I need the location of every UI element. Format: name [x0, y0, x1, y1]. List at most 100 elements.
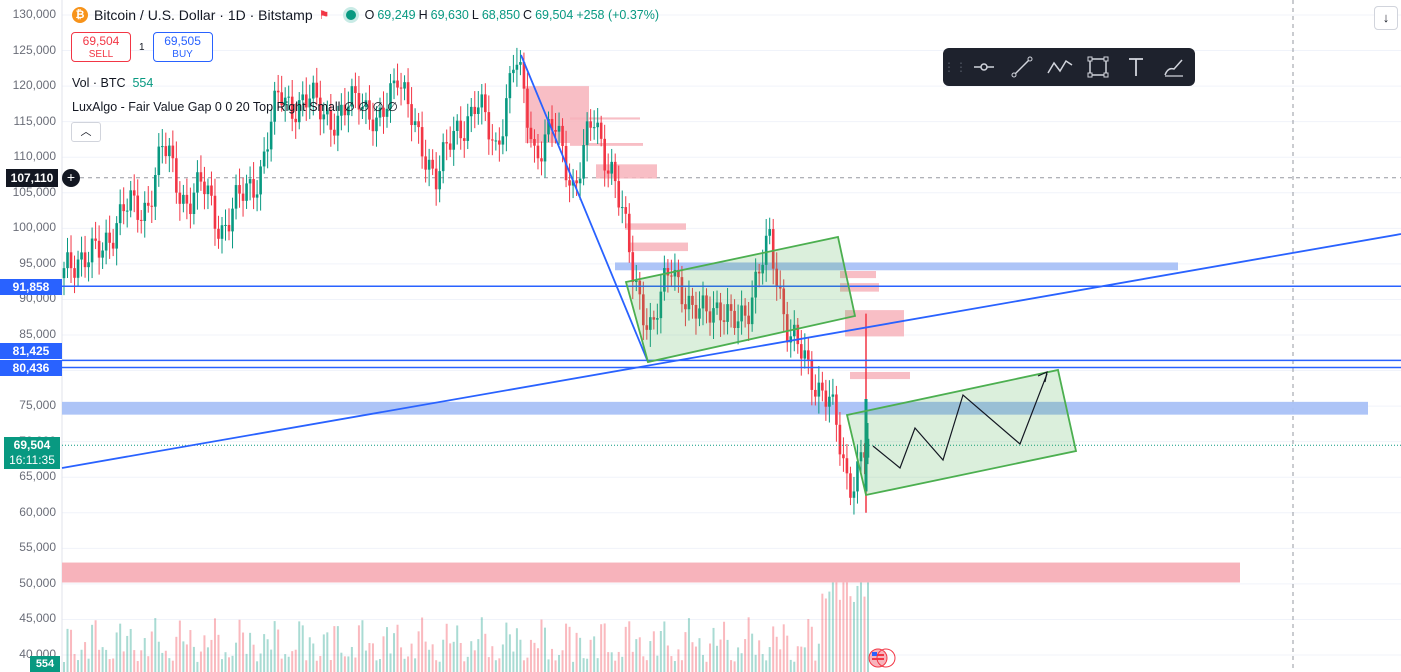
volume-bar [87, 658, 90, 672]
candle-body [540, 158, 543, 162]
volume-bar [835, 569, 838, 672]
volume-bar [140, 650, 143, 672]
volume-bar [168, 658, 171, 672]
price-tick-label: 125,000 [12, 42, 56, 57]
volume-bar [803, 647, 806, 672]
price-tick-label: 45,000 [19, 611, 56, 626]
volume-bar [459, 642, 462, 672]
path-icon[interactable] [1041, 48, 1079, 86]
volume-bar [673, 661, 676, 672]
candle-body [771, 229, 775, 269]
candle-body [238, 185, 241, 194]
volume-bar [793, 661, 796, 672]
volume-bar [417, 631, 420, 672]
volume-bar [575, 632, 578, 672]
candle-body [596, 122, 599, 128]
volume-bar [84, 642, 87, 672]
fvg-indicator-legend[interactable]: LuxAlgo - Fair Value Gap 0 0 20 Top Righ… [72, 99, 398, 114]
candle-body [427, 159, 431, 170]
volume-bar [684, 632, 687, 672]
symbol-legend[interactable]: ₿ Bitcoin / U.S. Dollar · 1D · Bitstamp … [72, 7, 659, 23]
candle-body [347, 106, 350, 116]
volume-bar [621, 656, 624, 672]
volume-bar [526, 657, 529, 672]
candle-body [480, 94, 484, 108]
volume-bar [737, 647, 740, 672]
text-icon[interactable] [1117, 48, 1155, 86]
volume-bar [586, 658, 589, 672]
add-alert-plus-icon[interactable]: + [62, 169, 80, 187]
candle-body [491, 139, 494, 141]
flag-icon[interactable]: ⚑ [318, 8, 330, 22]
candle-body [403, 82, 406, 89]
sell-button[interactable]: 69,504 SELL [71, 32, 131, 62]
volume-bar [687, 618, 690, 672]
chevron-up-icon[interactable]: ︿ [71, 122, 101, 142]
rectangle-icon[interactable] [1079, 48, 1117, 86]
chart-drawings [61, 54, 1401, 497]
candle-body [680, 277, 684, 305]
volume-bar [572, 661, 575, 672]
volume-bar [189, 630, 192, 672]
candle-body [322, 114, 326, 120]
volume-bar [347, 656, 350, 672]
candle-body [69, 252, 73, 269]
volume-bar [386, 627, 389, 672]
candle-body [287, 96, 290, 98]
candle-body [747, 315, 750, 325]
volume-bar [800, 646, 803, 672]
volume-bar [508, 634, 511, 672]
volume-bar [512, 651, 515, 672]
volume-bar [498, 658, 501, 672]
volume-bar [98, 649, 101, 672]
drawing-toolbar: ⋮⋮ [943, 48, 1195, 86]
candle-body [220, 225, 224, 239]
volume-bar [515, 628, 518, 672]
horizontal-ray-icon[interactable] [965, 48, 1003, 86]
volume-bar [94, 620, 97, 672]
level-label-2: 81,425 [0, 343, 62, 359]
fvg-zone [628, 242, 688, 252]
volume-bar [645, 660, 648, 672]
volume-indicator-legend[interactable]: Vol · BTC 554 [72, 76, 153, 90]
chevron-down-icon[interactable]: ↓ [1374, 6, 1398, 30]
projection-path [872, 373, 1048, 469]
buy-button[interactable]: 69,505 BUY [152, 32, 213, 62]
candle-body [821, 382, 824, 391]
candle-body [659, 291, 663, 319]
candle-body [350, 86, 354, 107]
symbol-title[interactable]: Bitcoin / U.S. Dollar · 1D · Bitstamp [94, 7, 313, 23]
trend-line-icon[interactable] [1003, 48, 1041, 86]
volume-bar [326, 632, 329, 672]
volume-bar [558, 654, 561, 672]
candle-body [554, 130, 557, 132]
candle-body [434, 168, 438, 190]
volume-bar [70, 629, 73, 672]
candle-body [484, 94, 487, 113]
volume-bar [842, 568, 845, 672]
volume-bar [701, 654, 704, 672]
brush-icon[interactable] [1155, 48, 1193, 86]
candle-body [399, 87, 403, 89]
candle-body [227, 224, 231, 232]
volume-bar [129, 628, 132, 672]
volume-bar [435, 660, 438, 672]
price-axis[interactable]: 130,000 125,000 120,000 115,000 110,000 105,0… [0, 0, 62, 672]
volume-bar [277, 629, 280, 672]
volume-bar [393, 633, 396, 672]
volume-bar [649, 641, 652, 672]
volume-bar [677, 649, 680, 672]
drag-handle-icon[interactable]: ⋮⋮ [943, 60, 967, 74]
candle-body [814, 389, 817, 397]
us-flag-event-icon[interactable] [866, 648, 896, 668]
candle-body [638, 280, 642, 295]
price-tick-label: 60,000 [19, 504, 56, 519]
fvg-zone [850, 371, 910, 380]
volume-bar [824, 598, 827, 672]
volume-bar [484, 633, 487, 672]
fvg-zone [525, 86, 589, 143]
volume-bar [249, 632, 252, 672]
candle-body [512, 69, 515, 74]
candle-body [132, 190, 136, 196]
